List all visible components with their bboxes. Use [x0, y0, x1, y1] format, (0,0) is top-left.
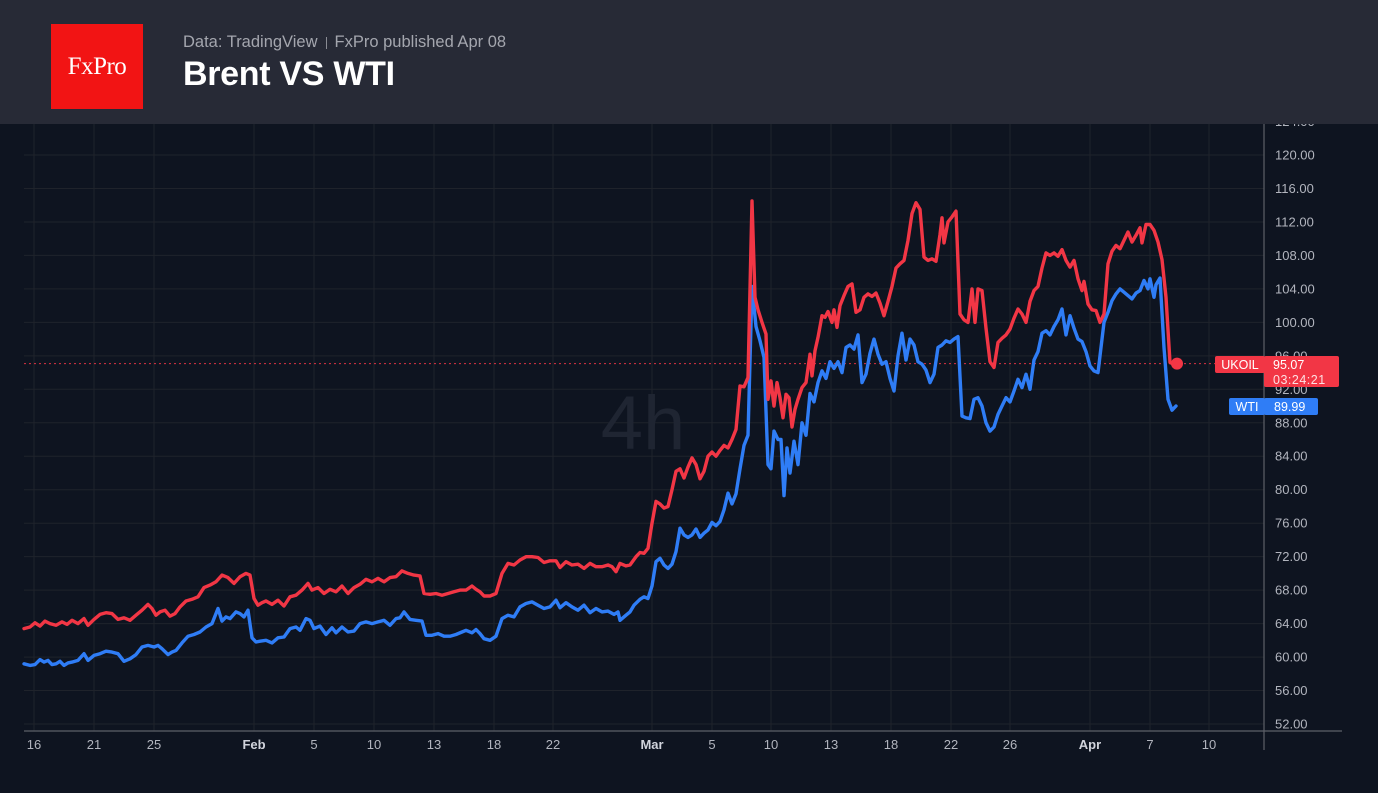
time-tick: 22 — [944, 737, 958, 752]
wti-line — [22, 276, 1178, 668]
ukoil-name-badge — [1215, 356, 1265, 373]
time-tick: 26 — [1003, 737, 1017, 752]
time-tick: 7 — [1146, 737, 1153, 752]
wti-price-label: WTI 89.99 — [1229, 398, 1318, 415]
price-tick: 56.00 — [1275, 683, 1308, 698]
price-tick: 108.00 — [1275, 248, 1315, 263]
chart-canvas[interactable]: 4h 52.00 56.00 60.00 64.00 68.00 72.00 76.00 80… — [0, 114, 1378, 788]
time-tick: 13 — [824, 737, 838, 752]
wti-name: WTI — [1236, 400, 1259, 414]
price-tick: 68.00 — [1275, 583, 1308, 598]
ukoil-price-badge — [1264, 356, 1339, 387]
time-tick: 5 — [708, 737, 715, 752]
time-tick: 16 — [27, 737, 41, 752]
price-tick: 104.00 — [1275, 281, 1315, 296]
price-tick: 52.00 — [1275, 717, 1308, 732]
price-axis-bg — [1264, 124, 1378, 724]
price-tick: 76.00 — [1275, 516, 1308, 531]
published-date: FxPro published Apr 08 — [334, 33, 507, 51]
price-tick: 100.00 — [1275, 315, 1315, 330]
price-tick: 124.00 — [1275, 124, 1315, 129]
logo-text: FxPro — [67, 52, 127, 80]
data-source: Data: TradingView — [183, 33, 318, 51]
time-tick: 10 — [1202, 737, 1216, 752]
time-tick: 13 — [427, 737, 441, 752]
time-tick: 18 — [884, 737, 898, 752]
price-tick: 80.00 — [1275, 482, 1308, 497]
ukoil-price-label: UKOIL 95.07 03:24:21 — [1215, 356, 1339, 387]
time-tick: Feb — [242, 737, 265, 752]
price-chart[interactable]: 4h 52.00 56.00 60.00 64.00 68.00 72.00 76.00 80… — [0, 114, 1378, 788]
wti-price: 89.99 — [1274, 400, 1305, 414]
ukoil-countdown: 03:24:21 — [1273, 373, 1326, 387]
price-tick: 72.00 — [1275, 549, 1308, 564]
time-tick: 25 — [147, 737, 161, 752]
time-tick: Mar — [640, 737, 663, 752]
time-tick: 10 — [367, 737, 381, 752]
gridlines — [24, 121, 1264, 731]
time-tick: 21 — [87, 737, 101, 752]
chart-subtitle: Data: TradingView FxPro published Apr 08 — [183, 33, 506, 52]
time-tick: Apr — [1079, 737, 1101, 752]
price-tick: 60.00 — [1275, 650, 1308, 665]
fxpro-logo: FxPro — [51, 24, 143, 109]
price-tick: 88.00 — [1275, 415, 1308, 430]
chart-title: Brent VS WTI — [183, 55, 395, 93]
time-tick: 22 — [546, 737, 560, 752]
time-tick: 10 — [764, 737, 778, 752]
ukoil-price: 95.07 — [1273, 358, 1304, 372]
chart-header: FxPro Data: TradingView FxPro published A… — [0, 0, 1378, 124]
price-tick: 84.00 — [1275, 449, 1308, 464]
series-lines — [22, 199, 1180, 668]
time-tick: 5 — [310, 737, 317, 752]
wti-price-badge — [1264, 398, 1318, 415]
price-tick: 120.00 — [1275, 148, 1315, 163]
brent-line — [22, 199, 1180, 631]
separator — [325, 36, 327, 49]
price-tick: 64.00 — [1275, 616, 1308, 631]
ukoil-name: UKOIL — [1221, 358, 1259, 372]
wti-name-badge — [1229, 398, 1265, 415]
time-tick: 18 — [487, 737, 501, 752]
price-tick: 116.00 — [1275, 181, 1314, 196]
brent-last-point-marker — [1171, 357, 1183, 370]
timeframe-watermark: 4h — [601, 381, 686, 466]
time-axis[interactable]: 16 21 25 Feb 5 10 13 18 22 Mar 5 10 13 18 22 26 Apr 7 10 — [27, 737, 1216, 752]
price-tick: 112.00 — [1275, 214, 1314, 229]
